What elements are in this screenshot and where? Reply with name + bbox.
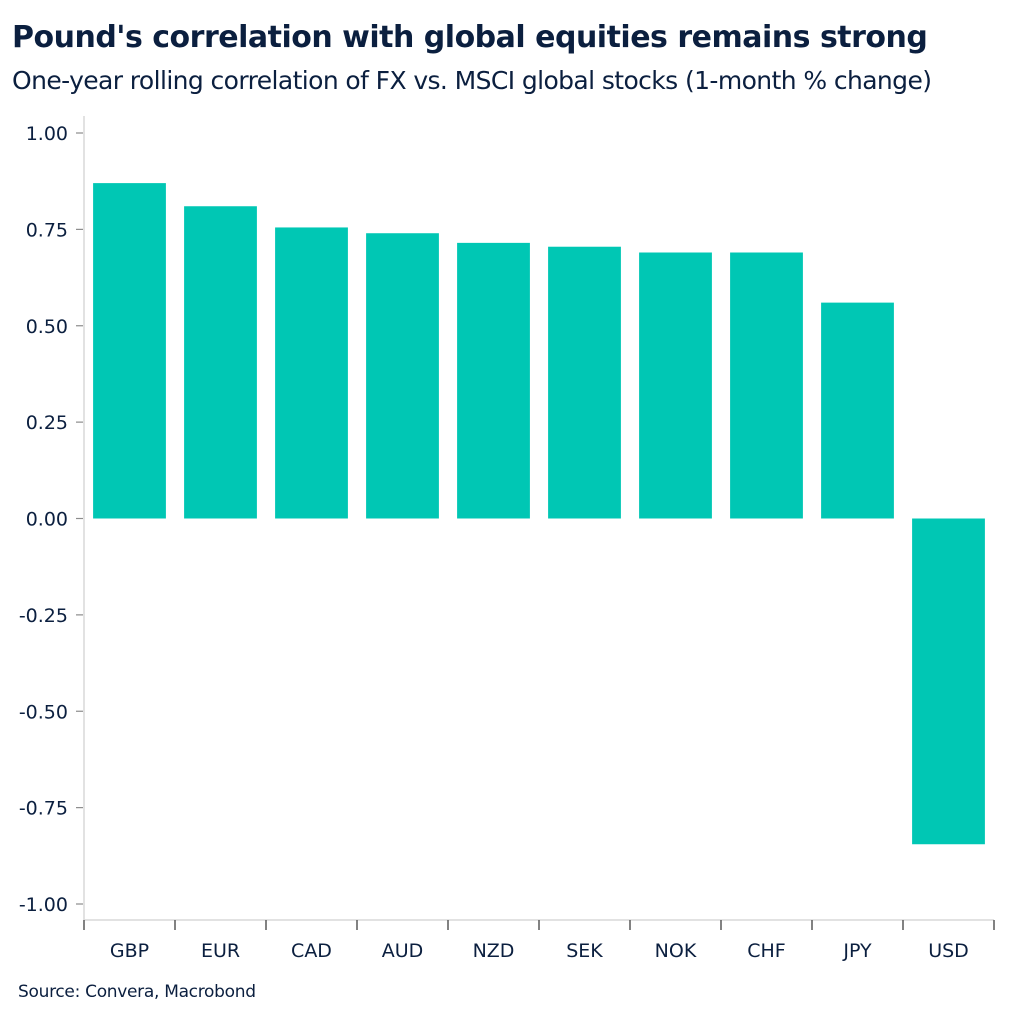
source-note: Source: Convera, Macrobond [18,982,256,1002]
bar-cad [275,227,348,519]
x-tick-label: CAD [291,940,332,962]
x-tick-label: EUR [201,940,240,962]
bar-usd [912,518,985,845]
y-tick-label: 0.00 [26,509,68,531]
x-tick-label: NZD [473,940,515,962]
y-tick-label: -0.75 [19,798,68,820]
bar-nzd [457,242,530,519]
chart-title: Pound's correlation with global equities… [12,20,928,55]
y-tick-label: 0.75 [26,219,68,241]
x-tick-label: NOK [655,940,697,962]
x-tick-label: CHF [747,940,785,962]
bar-chf [730,252,803,519]
x-tick-label: USD [928,940,969,962]
x-axis: GBP EUR CAD AUD NZD SEK NOK CHF JPY USD [83,919,995,962]
bar-aud [366,233,439,519]
y-tick-label: -0.50 [19,701,68,723]
bar-sek [548,246,621,519]
bar-gbp [93,183,166,519]
y-tick-label: 1.00 [26,123,68,145]
x-tick-label: GBP [110,940,149,962]
bars [93,183,985,845]
y-tick-label: 0.25 [26,412,68,434]
bar-eur [184,206,257,519]
x-tick-label: SEK [566,940,603,962]
y-tick-label: -1.00 [19,894,68,916]
y-tick-label: -0.25 [19,605,68,627]
bar-jpy [821,302,894,519]
y-tick-label: 0.50 [26,316,68,338]
chart-subtitle: One-year rolling correlation of FX vs. M… [12,66,932,95]
x-tick-label: AUD [382,940,424,962]
bar-nok [639,252,712,519]
y-axis: 1.00 0.75 0.50 0.25 0.00 -0.25 -0.50 -0.75 -1.00 [19,116,85,920]
x-tick-label: JPY [842,940,872,962]
